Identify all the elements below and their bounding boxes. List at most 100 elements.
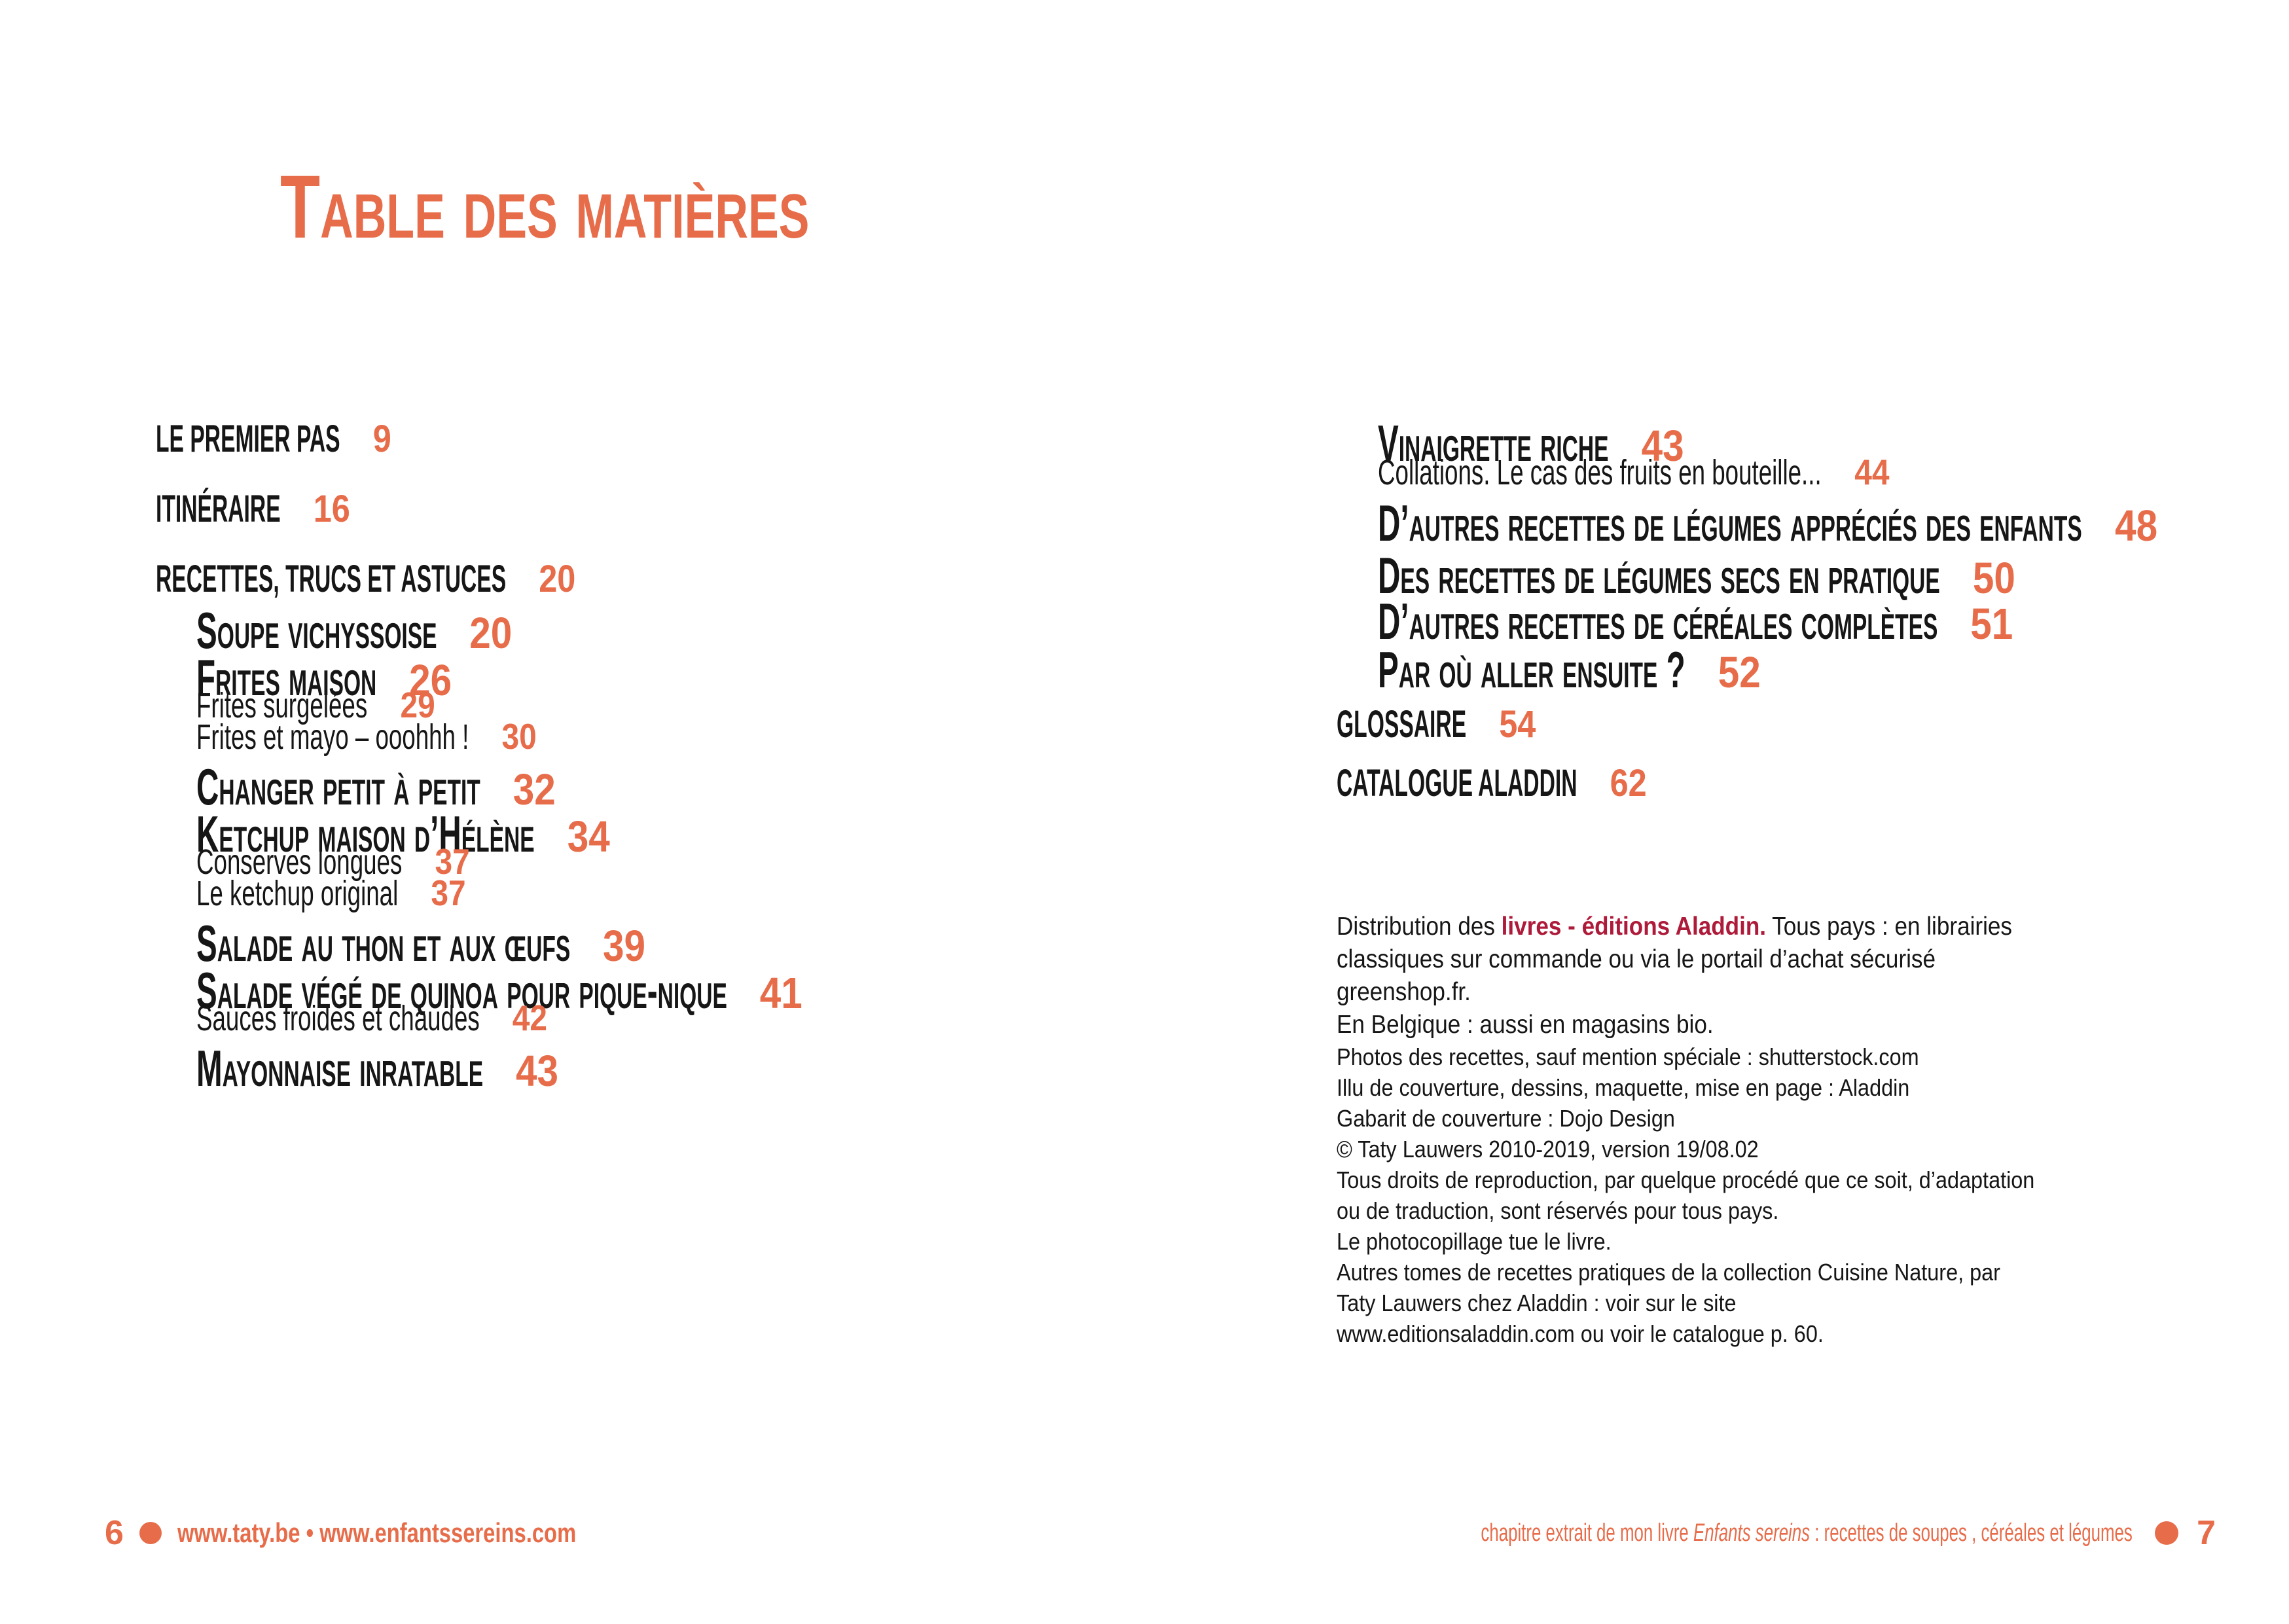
toc-entry-label: Sauces froides et chaudes xyxy=(196,999,480,1038)
colophon-line: Taty Lauwers chez Aladdin : voir sur le … xyxy=(1337,1290,1737,1316)
toc-entry-label: Salade au thon et aux œufs xyxy=(196,914,571,972)
toc-entry-page: 37 xyxy=(435,841,470,882)
toc-entry-le-premier-pas: LE PREMIER PAS 9 xyxy=(156,418,391,460)
toc-entry-ketchup-original: Le ketchup original 37 xyxy=(196,874,466,913)
toc-entry-par-ou-aller: Par où aller ensuite ? 52 xyxy=(1378,641,1761,698)
colophon-publisher-highlight: livres - éditions Aladdin. xyxy=(1501,912,1767,941)
colophon-intro-suffix: Tous pays : en librairies xyxy=(1766,912,2012,941)
bullet-dot-icon xyxy=(2155,1521,2179,1545)
toc-entry-frites-maison: Frites maison 26 xyxy=(196,649,452,706)
page-number-left: 6 xyxy=(105,1514,124,1552)
toc-entry-changer-petit: Changer petit à petit 32 xyxy=(196,761,556,812)
toc-entry-page: 43 xyxy=(516,1047,559,1096)
footer-right: chapitre extrait de mon livre Enfants se… xyxy=(1174,1516,2216,1550)
toc-entry-label: Vinaigrette riche xyxy=(1378,414,1609,472)
toc-entry-label: Ketchup maison d’Hélène xyxy=(196,805,535,863)
toc-entry-frites-surgelees: Frites surgelées 29 xyxy=(196,686,435,725)
toc-entry-page: 37 xyxy=(431,873,466,913)
toc-entry-salade-vege: Salade végé de quinoa pour pique-nique 41 xyxy=(196,962,802,1019)
toc-entry-page: 16 xyxy=(313,488,350,530)
toc-entry-conserves-longues: Conserves longues 37 xyxy=(196,842,470,882)
toc-entry-page: 54 xyxy=(1499,703,1536,746)
toc-entry-page: 20 xyxy=(469,609,513,658)
toc-entry-label: ITINÉRAIRE xyxy=(156,488,281,530)
colophon-line: www.editionsaladdin.com ou voir le catal… xyxy=(1337,1320,1824,1347)
toc-entry-label: Frites maison xyxy=(196,649,377,706)
toc-entry-page: 48 xyxy=(2114,501,2157,550)
toc-entry-page: 43 xyxy=(1641,422,1684,471)
toc-entry-page: 42 xyxy=(513,998,548,1038)
toc-entry-label: Frites surgelées xyxy=(196,686,368,725)
toc-entry-frites-et-mayo: Frites et mayo – ooohhh ! 30 xyxy=(196,717,537,757)
toc-entry-page: 44 xyxy=(1854,452,1890,492)
toc-entry-sauces-froides: Sauces froides et chaudes 42 xyxy=(196,999,547,1038)
page-title: Table des matières xyxy=(280,157,810,257)
toc-entry-salade-thon: Salade au thon et aux œufs 39 xyxy=(196,918,645,969)
toc-entry-recettes-trucs: RECETTES, TRUCS ET ASTUCES 20 xyxy=(156,558,575,600)
toc-entry-label: D’autres recettes de légumes appréciés d… xyxy=(1378,494,2082,552)
toc-entry-page: 51 xyxy=(1970,600,2013,649)
toc-entry-label: Mayonnaise inratable xyxy=(196,1039,484,1097)
toc-entry-autres-legumes: D’autres recettes de légumes appréciés d… xyxy=(1378,494,2157,552)
colophon-line: Tous droits de reproduction, par quelque… xyxy=(1337,1166,2035,1193)
toc-entry-label: Changer petit à petit xyxy=(196,758,480,816)
toc-entry-label: Frites et mayo – ooohhh ! xyxy=(196,717,469,757)
colophon-line: Photos des recettes, sauf mention spécia… xyxy=(1337,1043,1919,1070)
toc-entry-label: RECETTES, TRUCS ET ASTUCES xyxy=(156,558,507,600)
footer-websites: www.taty.be • www.enfantssereins.com xyxy=(177,1517,577,1548)
colophon-line: Gabarit de couverture : Dojo Design xyxy=(1337,1105,1675,1132)
colophon-line: classiques sur commande ou via le portai… xyxy=(1337,945,1936,973)
toc-entry-label: Conserves longues xyxy=(196,842,403,882)
toc-entry-ketchup-maison: Ketchup maison d’Hélène 34 xyxy=(196,808,610,859)
toc-entry-label: Par où aller ensuite ? xyxy=(1378,641,1685,698)
toc-entry-page: 39 xyxy=(603,922,646,971)
toc-entry-label: CATALOGUE ALADDIN xyxy=(1337,762,1577,804)
toc-entry-vinaigrette: Vinaigrette riche 43 xyxy=(1378,418,1684,469)
toc-entry-mayonnaise: Mayonnaise inratable 43 xyxy=(196,1043,558,1094)
colophon-line: En Belgique : aussi en magasins bio. xyxy=(1337,1011,1714,1039)
toc-entry-collations: Collations. Le cas des fruits en bouteil… xyxy=(1378,453,1889,492)
toc-entry-label: GLOSSAIRE xyxy=(1337,703,1467,746)
toc-entry-page: 52 xyxy=(1718,648,1761,697)
footer-left: 6 www.taty.be • www.enfantssereins.com xyxy=(105,1516,689,1550)
toc-entry-glossaire: GLOSSAIRE 54 xyxy=(1337,703,1536,746)
footer-caption-prefix: chapitre extrait de mon livre xyxy=(1481,1519,1694,1547)
toc-entry-catalogue-aladdin: CATALOGUE ALADDIN 62 xyxy=(1337,762,1647,804)
colophon-line: Le photocopillage tue le livre. xyxy=(1337,1228,1612,1255)
toc-entry-itineraire: ITINÉRAIRE 16 xyxy=(156,488,350,530)
colophon-line: © Taty Lauwers 2010-2019, version 19/08.… xyxy=(1337,1136,1759,1163)
toc-entry-cereales-completes: D’autres recettes de céréales complètes 5… xyxy=(1378,596,2013,647)
page-number-right: 7 xyxy=(2197,1514,2216,1552)
colophon-line: Illu de couverture, dessins, maquette, m… xyxy=(1337,1074,1910,1101)
colophon-line: greenshop.fr. xyxy=(1337,978,1471,1006)
toc-entry-label: Des recettes de légumes secs en pratique xyxy=(1378,547,1940,604)
colophon: Distribution des livres - éditions Aladd… xyxy=(1337,912,2112,1351)
toc-entry-page: 62 xyxy=(1610,762,1647,804)
colophon-line: Autres tomes de recettes pratiques de la… xyxy=(1337,1259,2000,1286)
toc-entry-page: 32 xyxy=(513,765,556,814)
toc-entry-page: 41 xyxy=(759,969,802,1018)
footer-book-title: Enfants sereins xyxy=(1693,1519,1811,1547)
bullet-dot-icon xyxy=(139,1522,162,1544)
toc-entry-page: 20 xyxy=(539,558,576,600)
toc-entry-label: Salade végé de quinoa pour pique-nique xyxy=(196,962,727,1019)
toc-entry-label: Le ketchup original xyxy=(196,874,399,913)
footer-caption-suffix: : recettes de soupes , céréales et légum… xyxy=(1810,1519,2133,1547)
colophon-intro-prefix: Distribution des xyxy=(1337,912,1502,941)
toc-entry-page: 9 xyxy=(372,418,391,460)
footer-caption: chapitre extrait de mon livre Enfants se… xyxy=(1481,1521,2133,1545)
toc-entry-label: Collations. Le cas des fruits en bouteil… xyxy=(1378,453,1822,492)
colophon-line: ou de traduction, sont réservés pour tou… xyxy=(1337,1197,1779,1224)
toc-entry-page: 26 xyxy=(409,656,452,705)
toc-entry-legumes-secs: Des recettes de légumes secs en pratique… xyxy=(1378,547,2015,604)
toc-entry-page: 29 xyxy=(400,685,435,725)
toc-entry-label: LE PREMIER PAS xyxy=(156,418,340,460)
toc-entry-label: Soupe vichyssoise xyxy=(196,602,437,659)
toc-entry-page: 34 xyxy=(567,812,610,861)
toc-entry-page: 50 xyxy=(1972,554,2015,603)
toc-entry-page: 30 xyxy=(501,716,537,757)
toc-entry-soupe-vichyssoise: Soupe vichyssoise 20 xyxy=(196,602,513,659)
toc-entry-label: D’autres recettes de céréales complètes xyxy=(1378,592,1938,650)
colophon-line: Distribution des livres - éditions Aladd… xyxy=(1337,912,2034,945)
